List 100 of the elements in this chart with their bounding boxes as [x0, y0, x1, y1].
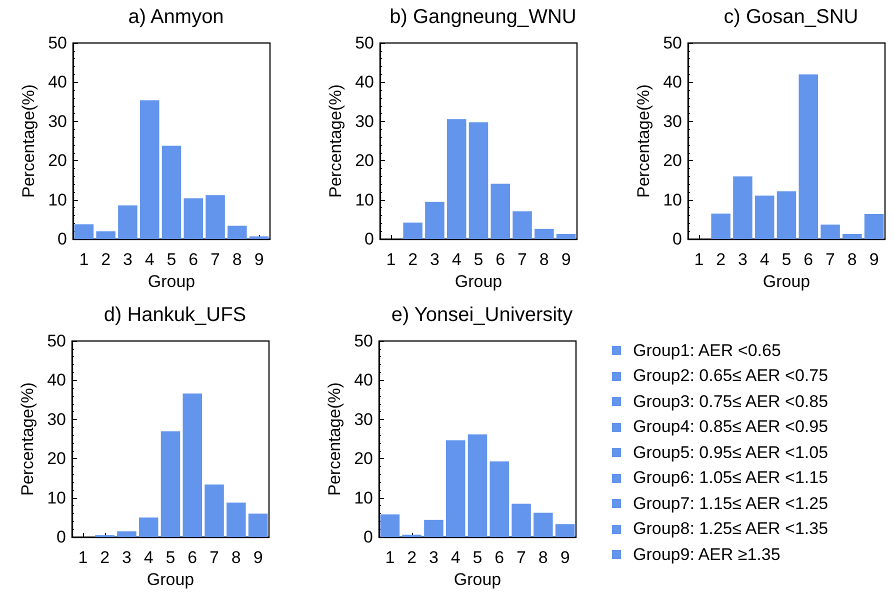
text: Group5: 0.95≤ AER <1.05: [633, 442, 828, 463]
chart-title: e) Yonsei_University: [391, 304, 573, 326]
y-tick-label: 40: [663, 72, 682, 92]
bar: [820, 224, 840, 240]
text: Group4: 0.85≤ AER <0.95: [633, 417, 828, 438]
x-tick-label: 6: [188, 250, 198, 270]
x-tick-label: 8: [538, 548, 548, 568]
x-tick-label: 5: [472, 548, 482, 568]
text: Group6: 1.05≤ AER <1.15: [633, 468, 828, 488]
x-tick-label: 7: [516, 548, 526, 568]
bar: [138, 517, 158, 538]
bar: [162, 146, 182, 240]
bar: [512, 211, 532, 240]
y-tick-label: 50: [48, 34, 67, 52]
x-tick-label: 1: [694, 250, 704, 270]
y-tick-label: 20: [354, 449, 373, 468]
y-tick-label: 10: [355, 190, 374, 210]
bar: [864, 214, 884, 240]
y-tick-label: 50: [355, 34, 374, 52]
x-tick-label: 9: [869, 250, 879, 270]
bar: [182, 394, 202, 538]
bar: [226, 502, 246, 538]
bar: [798, 74, 818, 240]
y-tick-label: 10: [663, 190, 682, 210]
x-tick-label: 2: [716, 250, 726, 270]
y-tick-label: 10: [47, 488, 66, 508]
x-tick-label: 3: [122, 548, 132, 568]
x-tick-label: 9: [253, 548, 263, 568]
y-axis-title: Percentage(%): [19, 84, 38, 198]
bar: [118, 205, 138, 240]
bar: [206, 195, 225, 240]
bar: [204, 484, 224, 538]
y-tick-label: 10: [48, 190, 67, 210]
x-tick-label: 4: [760, 250, 770, 270]
text: Group2: 0.65≤ AER <0.75: [633, 366, 828, 386]
bar: [446, 440, 466, 538]
y-tick-label: 50: [47, 332, 66, 350]
bar: [228, 226, 247, 240]
y-tick-label: 30: [354, 410, 373, 429]
bar: [160, 431, 180, 538]
bar: [754, 196, 774, 240]
x-axis-title: Group: [146, 570, 194, 589]
x-tick-label: 5: [782, 250, 792, 270]
x-axis-title: Group: [148, 272, 196, 291]
bar: [490, 184, 510, 240]
x-tick-label: 2: [101, 250, 111, 270]
x-tick-label: 5: [166, 548, 176, 568]
x-tick-label: 7: [826, 250, 836, 270]
x-tick-label: 6: [804, 250, 814, 270]
bar: [512, 504, 531, 538]
x-tick-label: 1: [385, 548, 395, 568]
bar: [248, 514, 268, 538]
chart-title: b) Gangneung_WNU: [390, 6, 576, 28]
x-axis-title: Group: [762, 272, 810, 291]
x-tick-label: 1: [79, 250, 89, 270]
y-tick-label: 50: [354, 332, 373, 350]
bar: [96, 231, 116, 240]
x-tick-label: 3: [122, 250, 132, 270]
text: Group8: 1.25≤ AER <1.35: [633, 519, 828, 540]
y-tick-label: 40: [47, 370, 66, 390]
bar: [711, 214, 730, 240]
bar: [534, 512, 553, 538]
y-tick-label: 20: [47, 449, 66, 468]
y-tick-label: 0: [56, 528, 66, 547]
y-tick-label: 30: [663, 112, 682, 131]
x-tick-label: 5: [166, 250, 176, 270]
x-tick-label: 8: [539, 250, 549, 270]
y-axis-title: Percentage(%): [18, 382, 37, 496]
x-tick-label: 1: [386, 250, 396, 270]
bar: [380, 514, 400, 538]
y-tick-label: 30: [355, 112, 374, 131]
text: Group7: 1.15≤ AER <1.25: [633, 494, 828, 514]
x-tick-label: 4: [450, 548, 460, 568]
y-tick-label: 20: [663, 151, 682, 170]
x-tick-label: 8: [847, 250, 857, 270]
x-tick-label: 7: [210, 548, 220, 568]
bar: [534, 228, 554, 240]
y-tick-label: 0: [58, 230, 67, 249]
x-tick-label: 2: [407, 548, 417, 568]
x-tick-label: 4: [144, 250, 154, 270]
bar: [555, 524, 575, 538]
x-axis-title: Group: [454, 570, 502, 589]
bar: [776, 191, 796, 240]
x-tick-label: 9: [561, 250, 571, 270]
y-axis-title: Percentage(%): [326, 84, 345, 198]
y-tick-label: 20: [48, 151, 67, 170]
y-tick-label: 10: [354, 488, 373, 508]
x-tick-label: 3: [430, 250, 440, 270]
x-tick-label: 7: [210, 250, 220, 270]
y-axis-title: Percentage(%): [634, 84, 653, 198]
text: Group3: 0.75≤ AER <0.85: [633, 392, 828, 412]
bar: [468, 434, 488, 538]
x-tick-label: 8: [231, 548, 241, 568]
x-tick-label: 9: [254, 250, 264, 270]
bar: [402, 534, 422, 538]
chart-title: d) Hankuk_UFS: [104, 304, 246, 326]
x-tick-label: 2: [100, 548, 110, 568]
bar: [446, 119, 466, 240]
chart-title: a) Anmyon: [128, 6, 224, 28]
bar: [184, 198, 204, 240]
